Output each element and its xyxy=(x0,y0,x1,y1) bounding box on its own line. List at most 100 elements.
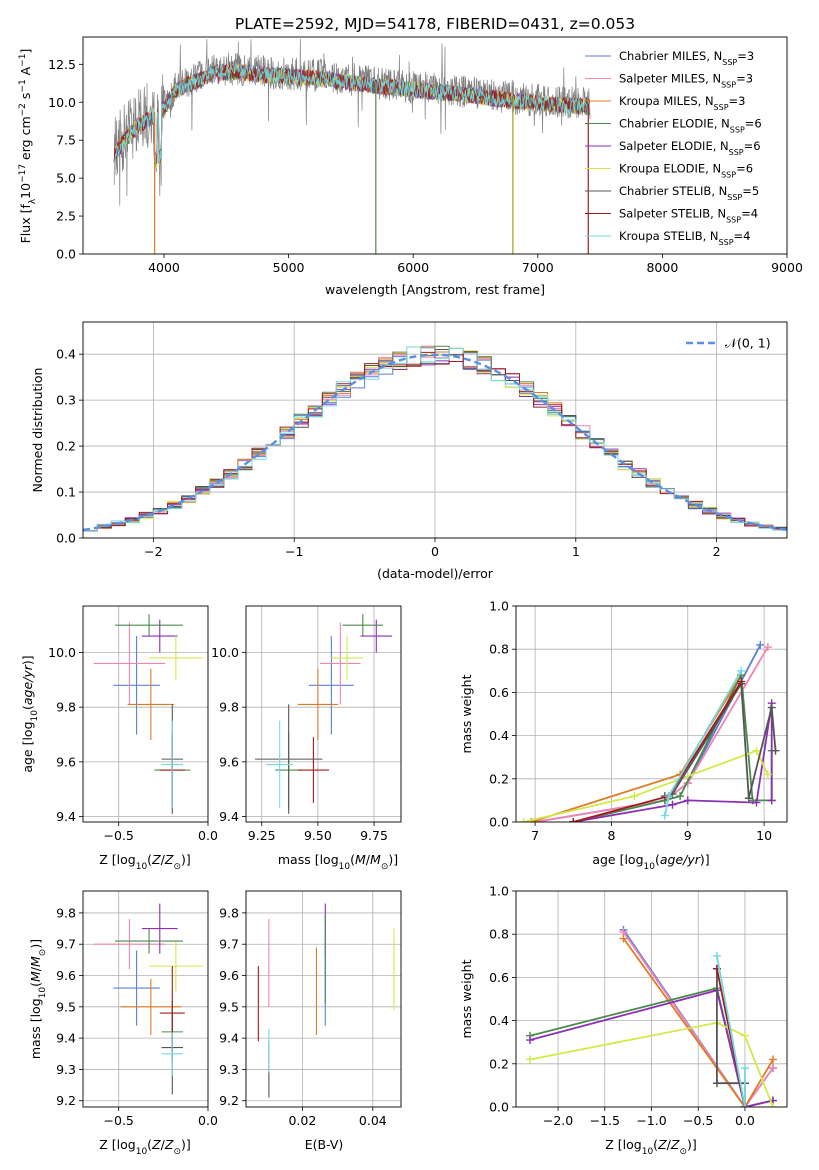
x-tick-label: 7 xyxy=(531,828,539,843)
series-marker xyxy=(740,1031,749,1040)
series-marker xyxy=(526,1036,535,1045)
y-tick-label: 0.3 xyxy=(56,393,76,408)
series-line xyxy=(534,646,769,822)
plot-area xyxy=(516,891,787,1107)
legend-label: Salpeter STELIB, NSSP=4 xyxy=(619,207,758,225)
y-tick-label: 9.8 xyxy=(56,905,76,920)
y-axis-label: mass weight xyxy=(459,959,474,1038)
y-tick-label: 9.7 xyxy=(219,937,239,952)
y-tick-label: 9.4 xyxy=(219,809,239,824)
panel-spectrum: 4000 5000 6000 7000 8000 9000 0.0 2.5 5.0 7.5 10.0… xyxy=(18,36,803,297)
x-tick-label: 7000 xyxy=(522,260,554,275)
panel-age-vs-mass: 9.25 9.50 9.75 9.4 9.6 9.8 10.0 mass [log10(M/M… xyxy=(211,605,402,872)
y-tick-label: 9.2 xyxy=(219,1093,239,1108)
y-tick-label: 9.4 xyxy=(56,1031,76,1046)
x-axis-label: Z [log10(Z/Z⊙)] xyxy=(99,1137,191,1157)
y-axis-label: age [log10(age/yr)] xyxy=(20,655,40,772)
y-tick-label: 0.2 xyxy=(489,1056,509,1071)
series-marker xyxy=(771,746,780,755)
plot-area xyxy=(113,38,591,254)
series-marker xyxy=(756,640,765,649)
legend: Chabrier MILES, NSSP=3 Salpeter MILES, NS… xyxy=(585,49,762,247)
y-tick-label: 1.0 xyxy=(489,884,509,899)
x-axis-label: age [log10(age/yr)] xyxy=(592,852,709,872)
series-marker xyxy=(768,1103,777,1107)
y-tick-label: 0.8 xyxy=(489,927,509,942)
x-tick-label: 0.0 xyxy=(198,828,218,843)
plot-area xyxy=(83,322,787,538)
plot-area xyxy=(246,606,401,822)
plot-area xyxy=(246,891,401,1107)
y-tick-label: 9.2 xyxy=(56,1093,76,1108)
axes-frame xyxy=(245,890,402,1108)
y-tick-label: 10.0 xyxy=(211,645,239,660)
axes-frame xyxy=(515,890,788,1108)
x-axis-label: Z [log10(Z/Z⊙)] xyxy=(605,1137,697,1157)
y-tick-label: 7.5 xyxy=(56,133,76,148)
panel-mass-vs-ebv: 0.02 0.04 9.2 9.3 9.4 9.5 9.6 9.7 9.8 E(B-V) xyxy=(219,890,402,1152)
y-tick-label: 0.6 xyxy=(489,970,509,985)
series-marker xyxy=(744,794,753,803)
y-axis-label: Flux [fλ10−17 erg cm−2 s−1 A−1] xyxy=(18,49,38,244)
series-marker xyxy=(767,703,776,712)
series-marker xyxy=(619,934,628,943)
x-tick-label: 8 xyxy=(607,828,615,843)
y-tick-label: 9.4 xyxy=(56,809,76,824)
y-tick-label: 0.1 xyxy=(56,485,76,500)
y-tick-label: 0.4 xyxy=(489,728,509,743)
series-marker xyxy=(768,1055,777,1064)
y-tick-label: 0.2 xyxy=(489,771,509,786)
x-axis-label: E(B-V) xyxy=(305,1137,344,1152)
series-marker xyxy=(712,1079,721,1088)
x-tick-label: −2.0 xyxy=(543,1113,573,1128)
y-tick-label: 10.0 xyxy=(48,95,76,110)
y-tick-label: 0.0 xyxy=(56,531,76,546)
x-tick-label: 9.75 xyxy=(360,828,388,843)
x-tick-label: 6000 xyxy=(397,260,429,275)
axes-frame xyxy=(82,890,209,1108)
y-axis-label: mass [log10(M/M⊙)] xyxy=(28,939,48,1059)
panel-massweight-vs-Z: −2.0 −1.5 −1.0 −0.5 0.0 0.0 0.2 0.4 0.6 0.8 1.0 mas… xyxy=(459,884,788,1157)
y-axis-label: Normed distribution xyxy=(30,368,45,493)
y-tick-label: 9.5 xyxy=(219,999,239,1014)
y-tick-label: 0.4 xyxy=(56,347,76,362)
legend-label: Salpeter ELODIE, NSSP=6 xyxy=(619,139,761,157)
x-tick-label: 5000 xyxy=(273,260,305,275)
legend-label: Kroupa ELODIE, NSSP=6 xyxy=(619,162,753,180)
y-axis-label: mass weight xyxy=(459,674,474,753)
legend-label: Chabrier STELIB, NSSP=5 xyxy=(619,184,759,202)
plot-area xyxy=(83,891,208,1107)
series-marker xyxy=(569,818,578,822)
model-line xyxy=(113,62,591,165)
y-tick-label: 9.3 xyxy=(219,1062,239,1077)
x-tick-label: 10 xyxy=(756,828,772,843)
x-tick-label: 0.0 xyxy=(735,1113,755,1128)
x-tick-label: 9 xyxy=(684,828,692,843)
series-marker xyxy=(740,1064,749,1073)
x-tick-label: 4000 xyxy=(148,260,180,275)
x-axis-label: (data-model)/error xyxy=(377,566,494,581)
y-tick-label: 12.5 xyxy=(48,57,76,72)
y-tick-label: 0.6 xyxy=(489,685,509,700)
plot-area xyxy=(83,606,208,822)
series-marker xyxy=(740,1103,749,1107)
series-line xyxy=(534,644,762,822)
series-marker xyxy=(668,800,677,809)
x-tick-label: 2 xyxy=(713,544,721,559)
y-tick-label: 9.5 xyxy=(56,999,76,1014)
x-tick-label: −2 xyxy=(144,544,162,559)
series-line xyxy=(523,749,769,822)
y-tick-label: 0.2 xyxy=(56,439,76,454)
y-tick-label: 0.0 xyxy=(489,815,509,830)
y-tick-label: 9.6 xyxy=(56,968,76,983)
normal-curve xyxy=(83,353,787,532)
x-tick-label: 1 xyxy=(572,544,580,559)
series-marker xyxy=(737,666,746,675)
x-tick-label: −0.5 xyxy=(683,1113,713,1128)
series-marker xyxy=(737,677,746,686)
legend-label: Chabrier MILES, NSSP=3 xyxy=(619,49,754,67)
x-tick-label: −1.0 xyxy=(636,1113,666,1128)
series-marker xyxy=(630,792,639,801)
series-marker xyxy=(519,818,528,822)
